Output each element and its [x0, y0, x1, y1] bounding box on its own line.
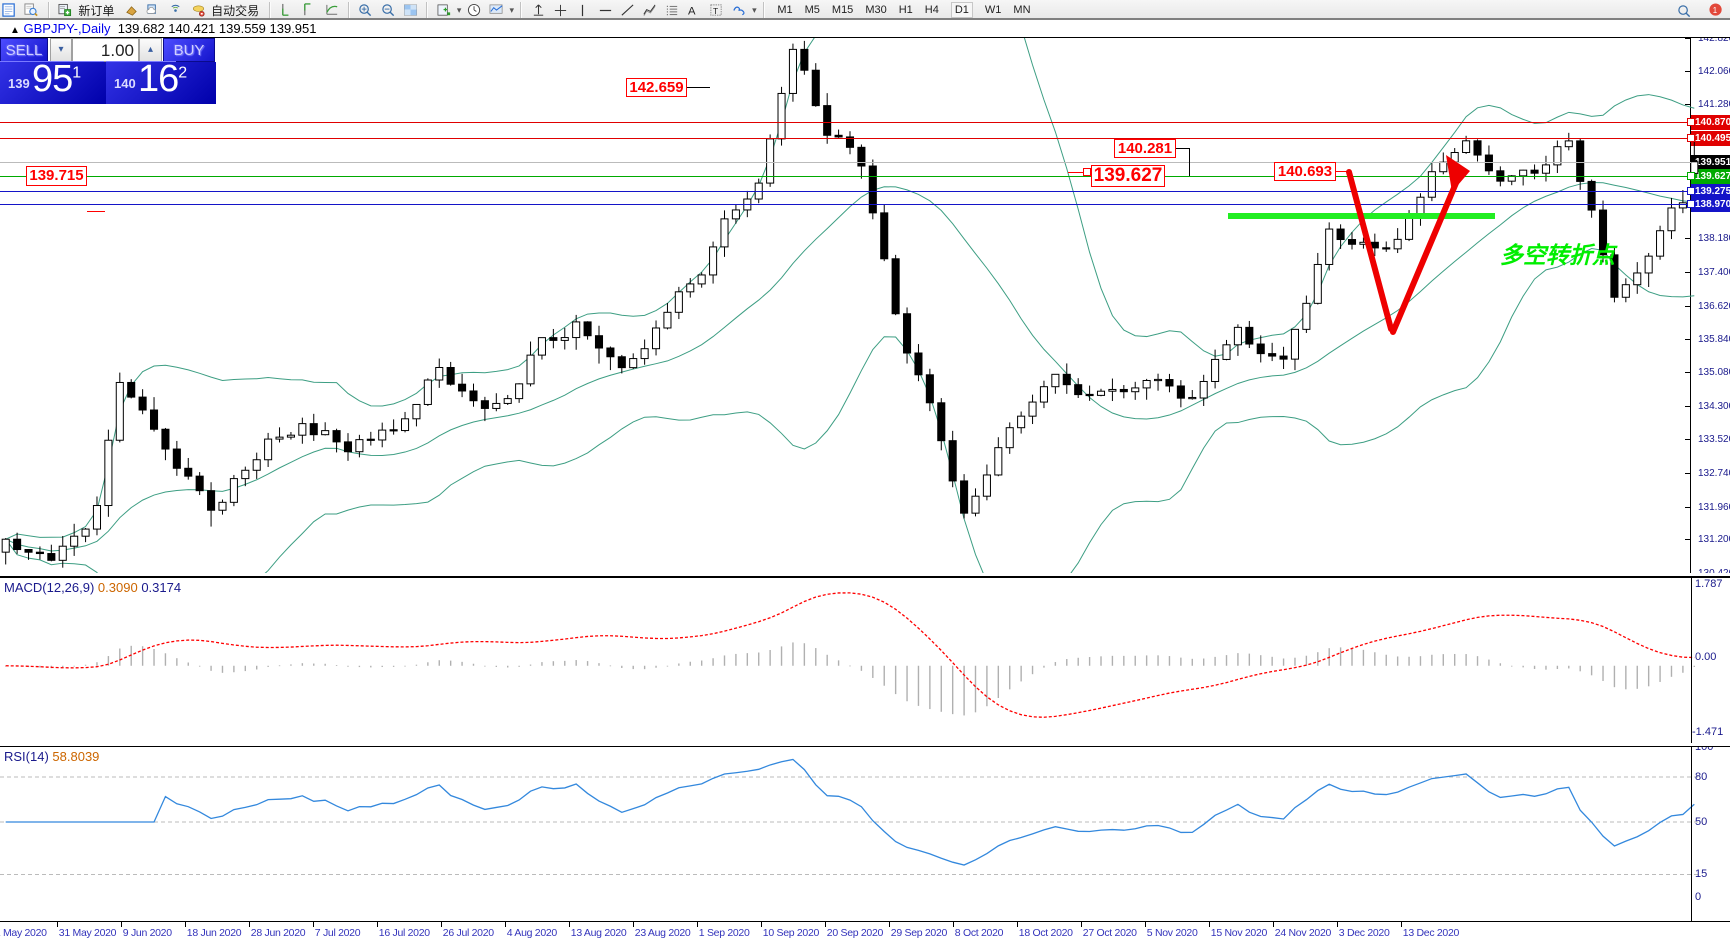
svg-text:A: A	[688, 5, 696, 17]
svg-text:1: 1	[1713, 6, 1718, 15]
svg-text:T: T	[713, 5, 718, 15]
